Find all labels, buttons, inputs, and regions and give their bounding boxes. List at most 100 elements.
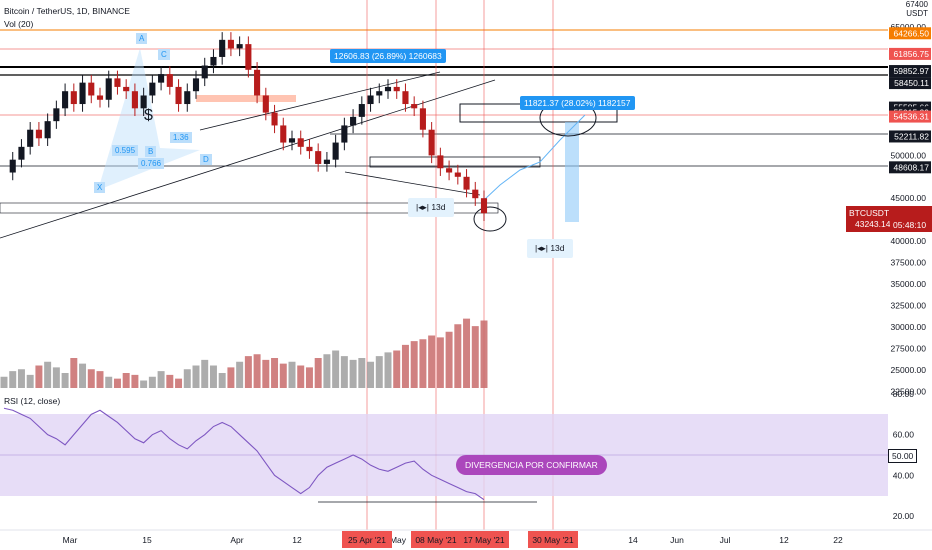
candle-body (376, 91, 383, 96)
candle-body (315, 151, 322, 164)
volume-indicator-label: Vol (20) (4, 19, 34, 29)
volume-bar (227, 367, 235, 388)
candle-body (44, 121, 51, 139)
point-label-a[interactable]: A (136, 33, 148, 44)
candle-body (123, 86, 130, 92)
candle-body (245, 44, 252, 70)
currency-note-unit: USDT (906, 9, 928, 18)
price-tick-label: 30000.00 (891, 322, 927, 332)
volume-bar (26, 374, 34, 388)
volume-bar (401, 344, 409, 388)
price-badge-label: 52211.82 (894, 131, 929, 141)
trendline-wedge-top[interactable] (199, 71, 441, 131)
price-badge-label: 61856.75 (894, 49, 930, 59)
candle-body (149, 82, 156, 96)
price-badge-bg (889, 47, 931, 60)
price-badge-label: 48608.17 (894, 162, 930, 172)
volume-layer (0, 318, 488, 388)
volume-bar (44, 361, 52, 388)
fib-label-0766[interactable]: 0.766 (138, 158, 165, 169)
price-badge-bg (889, 65, 931, 78)
candle-body (140, 95, 147, 109)
candle-body (62, 91, 69, 109)
candle-body (437, 155, 444, 169)
candle-body (201, 65, 208, 79)
volume-bar (454, 324, 462, 388)
range-icon: |◂▸| (416, 202, 429, 212)
candle-body (472, 189, 479, 199)
candle-body (184, 91, 191, 105)
candle-body (227, 39, 234, 49)
volume-bar (323, 354, 331, 388)
volume-bar (367, 361, 375, 388)
date-badge-bg (411, 531, 461, 548)
volume-bar (0, 376, 8, 388)
volume-bar (209, 365, 217, 388)
projection-bar[interactable] (565, 122, 579, 222)
candle-body (297, 138, 304, 147)
range-icon: |◂▸| (535, 243, 548, 253)
low-box[interactable] (0, 202, 499, 214)
countdown-badge: 05:48:10 (890, 219, 930, 231)
candle-body (454, 172, 461, 177)
time-label: Mar (63, 535, 78, 545)
price-tick-label: 35000.00 (891, 279, 927, 289)
candle-body (280, 125, 287, 143)
price-badge-label: 58450.11 (894, 78, 929, 88)
price-tick-label: 27500.00 (891, 344, 927, 354)
date-badge-bg (459, 531, 509, 548)
price-badges: 64266.5061856.7559852.9758450.1155585.66… (889, 27, 931, 174)
price-badge-label: 54536.31 (894, 112, 930, 122)
time-label: 12 (779, 535, 789, 545)
date-badge-label: 08 May '21 (415, 535, 457, 545)
volume-bar (375, 356, 383, 388)
fib-label-0595[interactable]: 0.595 (112, 145, 139, 156)
price-tick-label: 40000.00 (891, 236, 927, 246)
time-label: 15 (142, 535, 152, 545)
time-label: May (390, 535, 407, 545)
candle-body (88, 82, 95, 96)
price-badge-label: 59852.97 (894, 66, 930, 76)
price-badge-bg (889, 110, 931, 123)
volume-bar (349, 359, 357, 388)
point-label-b[interactable]: B (145, 146, 157, 157)
ellipse-low[interactable] (473, 206, 507, 232)
price-tick-label: 22500.00 (891, 387, 927, 397)
point-label-c[interactable]: C (158, 49, 170, 60)
rsi-tick-label: 40.00 (893, 470, 915, 480)
candle-body (9, 159, 16, 173)
volume-bar (175, 378, 183, 388)
price-badge-bg (889, 161, 931, 174)
currency-note-top: 67400 (905, 0, 928, 9)
range-label-2[interactable]: |◂▸| 13d (527, 239, 573, 258)
volume-bar (445, 331, 453, 388)
range-label-1[interactable]: |◂▸| 13d (408, 198, 454, 217)
point-label-d[interactable]: D (200, 154, 212, 165)
trendline-wedge-bottom[interactable] (344, 171, 481, 196)
volume-bar (79, 363, 87, 388)
point-label-x[interactable]: X (94, 182, 106, 193)
volume-bar (358, 358, 366, 388)
candle-body (480, 198, 488, 214)
candle-body (219, 39, 226, 57)
candle-body (262, 95, 269, 113)
volume-bar (384, 352, 392, 388)
candle-body (35, 129, 42, 139)
measure-label-2[interactable]: 11821.37 (28.02%) 1182157 (520, 96, 635, 110)
candle-body (463, 176, 470, 190)
volume-bar (471, 326, 479, 388)
date-badge-label: 25 Apr '21 (348, 535, 386, 545)
price-badge-bg (889, 27, 931, 40)
volume-bar (17, 369, 25, 388)
candle-body (105, 78, 112, 100)
volume-bar (480, 320, 488, 388)
price-tick-label: 50000.00 (891, 150, 927, 160)
measure-label-1[interactable]: 12606.83 (26.89%) 1260683 (330, 49, 446, 63)
fib-label-136[interactable]: 1.36 (170, 132, 192, 143)
candle-body (288, 138, 296, 143)
volume-bar (148, 376, 156, 388)
rsi-indicator-label: RSI (12, close) (4, 396, 61, 406)
volume-bar (279, 363, 287, 388)
divergence-callout[interactable]: DIVERGENCIA POR CONFIRMAR (456, 455, 607, 475)
